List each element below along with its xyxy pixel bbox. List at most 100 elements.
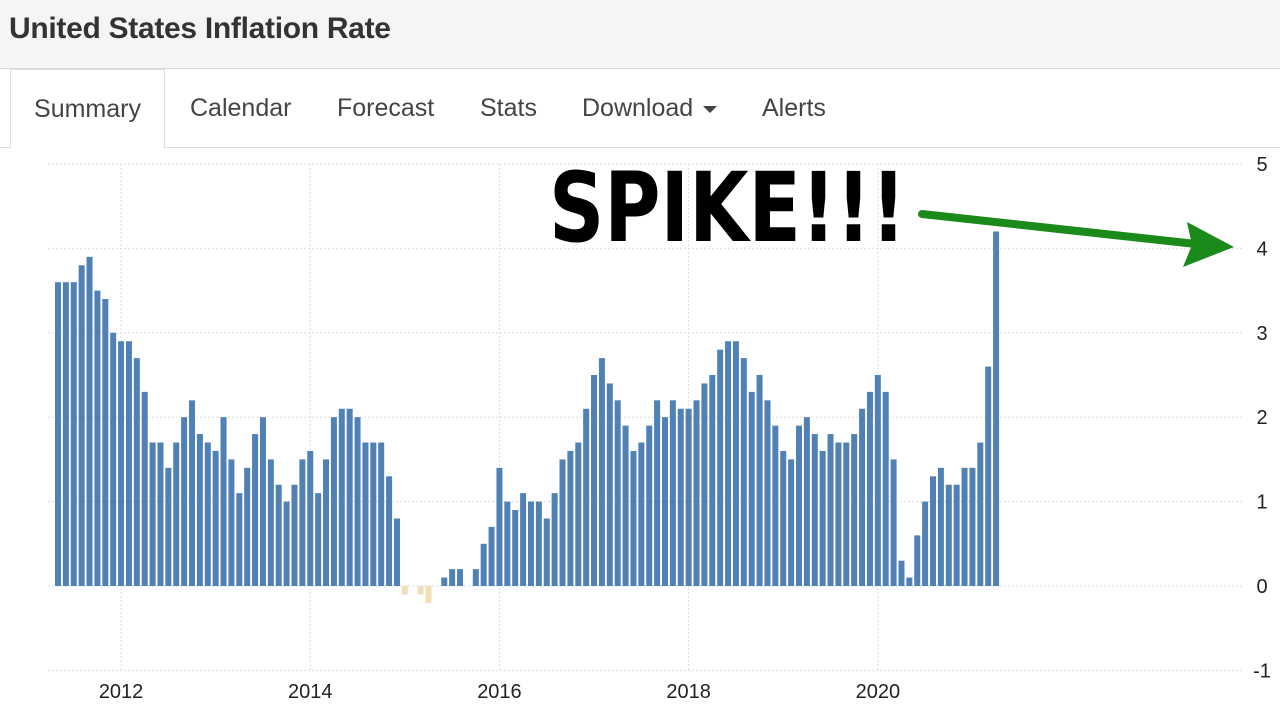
chart-bar [488, 526, 495, 586]
chart-bar [930, 476, 937, 586]
chart-bar [504, 501, 511, 586]
chart-bar [362, 442, 369, 586]
chart-bar [472, 569, 479, 586]
chart-bar [535, 501, 542, 586]
chart-bar [94, 290, 101, 586]
y-tick-label: 1 [1256, 492, 1267, 514]
chart-bar [953, 484, 960, 586]
chart-bar [803, 417, 810, 586]
x-tick-label: 2014 [288, 681, 333, 703]
chart-bar [575, 442, 582, 586]
chart-bar [843, 442, 850, 586]
x-tick-label: 2016 [477, 681, 522, 703]
chevron-down-icon [703, 105, 718, 113]
chart-bar [898, 560, 905, 586]
chart-bar [378, 442, 385, 586]
chart-bar [228, 459, 235, 586]
chart-bar [165, 467, 172, 586]
chart-bar [449, 569, 456, 586]
chart-bar [315, 493, 322, 586]
x-tick-label: 2018 [666, 681, 711, 703]
chart-bar [149, 442, 156, 586]
chart-bar [701, 383, 708, 586]
chart-bar [969, 467, 976, 586]
chart-bar [772, 425, 779, 586]
chart-bar [425, 586, 432, 603]
tab-stats[interactable]: Stats [480, 69, 537, 147]
chart-bar [102, 299, 109, 586]
chart-bar [622, 425, 629, 586]
y-tick-label: -1 [1253, 660, 1271, 682]
y-tick-label: 3 [1256, 323, 1267, 345]
chart-bar [283, 501, 290, 586]
spike-annotation: SPIKE!!! [549, 152, 906, 264]
tab-label: Summary [34, 95, 141, 123]
chart-bar [252, 434, 259, 586]
chart-bar [480, 543, 487, 586]
y-tick-label: 4 [1256, 238, 1267, 260]
chart-bar [196, 434, 203, 586]
chart-bar [543, 518, 550, 586]
chart-bar [851, 434, 858, 586]
tab-calendar[interactable]: Calendar [190, 69, 291, 147]
chart-bar [780, 450, 787, 586]
chart-bar [559, 459, 566, 586]
chart-bar [354, 417, 361, 586]
chart-bar [307, 450, 314, 586]
chart-bar [764, 400, 771, 586]
chart-bar [323, 459, 330, 586]
chart-bar [669, 400, 676, 586]
chart-bar [512, 510, 519, 586]
chart-bar [393, 518, 400, 586]
chart-bar [204, 442, 211, 586]
chart-bar [212, 450, 219, 586]
chart-bar [55, 282, 61, 586]
chart-bar [346, 408, 353, 586]
chart-bar [685, 408, 692, 586]
chart-bar [977, 442, 984, 586]
chart-bar [267, 459, 274, 586]
y-tick-label: 2 [1256, 407, 1267, 429]
chart-bar [70, 282, 77, 586]
chart-bar [244, 467, 251, 586]
chart-bar [937, 467, 944, 586]
chart-bar [401, 586, 408, 595]
chart-bar [551, 493, 558, 586]
chart-bar [788, 459, 795, 586]
chart-bar [811, 434, 818, 586]
tab-label: Alerts [762, 94, 826, 122]
y-axis: 5 4 3 2 1 0 -1 [1253, 154, 1271, 682]
chart-bar [630, 450, 637, 586]
chart-bar [906, 577, 913, 586]
tab-forecast[interactable]: Forecast [337, 69, 434, 147]
tab-download[interactable]: Download [582, 69, 718, 147]
y-tick-label: 5 [1256, 154, 1267, 176]
page-title: United States Inflation Rate [9, 12, 391, 45]
tab-alerts[interactable]: Alerts [762, 69, 826, 147]
chart-bar [985, 366, 992, 586]
chart-bar [520, 493, 527, 586]
x-tick-label: 2012 [99, 681, 144, 703]
chart-bar [796, 425, 802, 586]
tab-summary[interactable]: Summary [10, 69, 165, 149]
chart-bar [732, 341, 739, 586]
chart-bar [62, 282, 69, 586]
chart-bar [567, 450, 574, 586]
chart-bar [717, 349, 724, 586]
chart-bar [220, 417, 227, 586]
chart-bar [598, 358, 605, 586]
chart-bar [693, 400, 700, 586]
chart-bar [945, 484, 952, 586]
chart-bar [157, 442, 164, 586]
chart-bar [638, 442, 645, 586]
chart-bar [583, 408, 590, 586]
tab-bar: Summary Calendar Forecast Stats Download… [0, 69, 1280, 149]
chart-bar [591, 375, 598, 586]
chart-bar [496, 467, 503, 586]
chart-bar [661, 417, 668, 586]
tab-label: Forecast [337, 94, 435, 122]
chart-bar [370, 442, 377, 586]
chart-bar [993, 231, 1000, 586]
chart-bar [259, 417, 266, 586]
chart-bar [457, 569, 464, 586]
